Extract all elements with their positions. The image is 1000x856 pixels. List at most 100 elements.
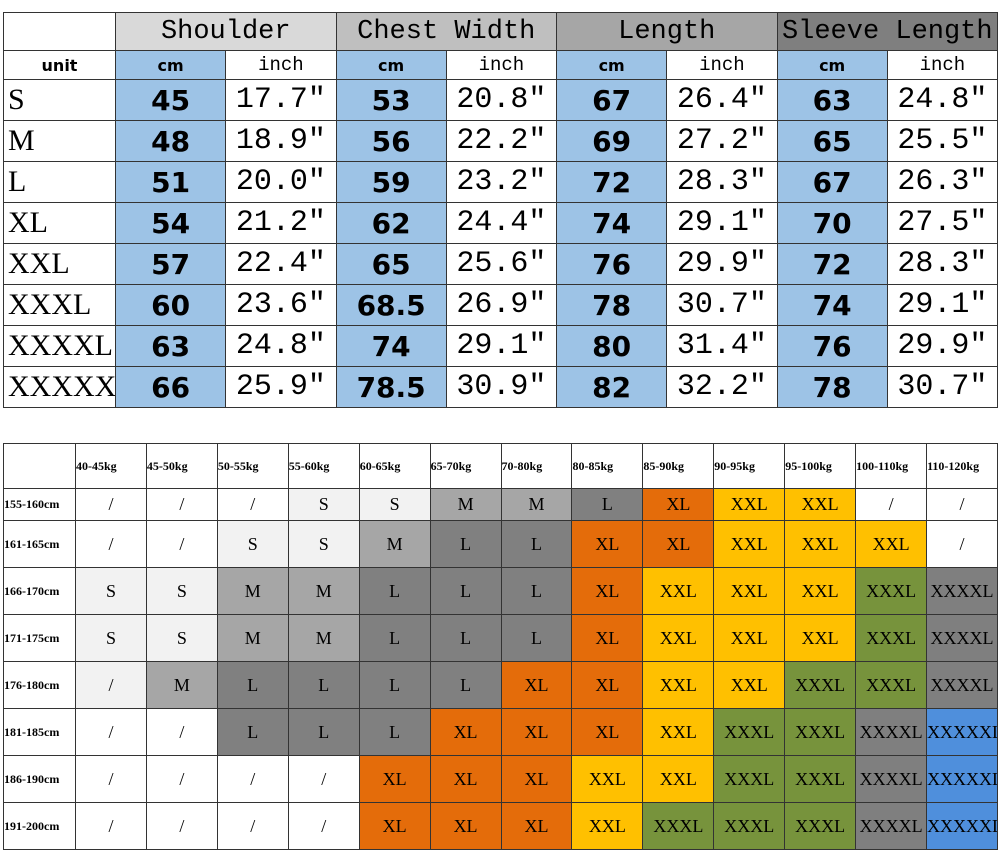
size-cell: / (75, 708, 147, 756)
size-cell: XXXL (642, 802, 715, 850)
size-cell: XXXL (855, 614, 928, 662)
size-cell: / (926, 488, 998, 521)
measure-inch: 17.7" (225, 79, 337, 121)
weight-header: 90-95kg (713, 443, 786, 489)
measure-inch: 18.9" (225, 120, 337, 162)
measure-cm: 66 (114, 366, 227, 408)
size-cell: L (429, 614, 502, 662)
column-header: Shoulder (115, 12, 337, 51)
measure-inch: 21.2" (225, 202, 337, 244)
size-cell: L (358, 708, 431, 756)
size-cell: XL (500, 802, 573, 850)
height-row: 171-175cm S S M M L L L XL XXL XXL XXL XXXL XXXXL (3, 614, 998, 662)
size-cell: XXXL (713, 755, 786, 803)
measure-cm: 56 (335, 120, 447, 162)
height-row: 155-160cm / / / S S M M L XL XXL XXL / / (3, 488, 998, 521)
measure-cm: 65 (776, 120, 888, 162)
size-cell: / (145, 802, 218, 850)
measure-inch: 30.7" (666, 284, 778, 326)
size-row: XXL 57 22.4" 65 25.6" 76 29.9" 72 28.3" (3, 243, 999, 285)
height-label: 161-165cm (3, 520, 76, 568)
size-cell: XXL (642, 661, 715, 709)
measure-inch: 29.9" (886, 325, 999, 367)
size-label: XL (3, 202, 116, 244)
size-cell: XXL (642, 567, 715, 615)
size-label: M (3, 120, 116, 162)
weight-header: 40-45kg (75, 443, 147, 489)
size-cell: M (287, 567, 360, 615)
measure-inch: 26.9" (445, 284, 558, 326)
size-cell: L (429, 567, 502, 615)
size-label: XXXXXL (3, 366, 116, 408)
size-cell: XXL (642, 755, 715, 803)
measure-cm: 68.5 (335, 284, 447, 326)
size-cell: XL (571, 520, 644, 568)
measure-inch: 25.6" (445, 243, 558, 285)
size-cell: XXXL (784, 802, 857, 850)
measure-cm: 48 (114, 120, 227, 162)
header-row: Shoulder Chest Width Length Sleeve Length (3, 12, 999, 51)
size-cell: XL (571, 661, 644, 709)
measure-inch: 29.9" (666, 243, 778, 285)
size-cell: XL (571, 708, 644, 756)
size-row: XXXL 60 23.6" 68.5 26.9" 78 30.7" 74 29.1" (3, 284, 999, 326)
size-cell: XXL (713, 567, 786, 615)
size-cell: S (145, 567, 218, 615)
size-cell: XXXXL (855, 802, 928, 850)
size-cell: M (287, 614, 360, 662)
weight-header: 50-55kg (216, 443, 289, 489)
size-cell: XXL (571, 802, 644, 850)
size-row: S 45 17.7" 53 20.8" 67 26.4" 63 24.8" (3, 79, 999, 121)
weight-header: 60-65kg (358, 443, 431, 489)
height-row: 181-185cm / / L L L XL XL XL XXL XXXL XXXL XXXXL XXXX… (3, 708, 998, 756)
measure-cm: 74 (335, 325, 447, 367)
size-cell: M (500, 488, 573, 521)
size-cell: XXL (784, 567, 857, 615)
measure-inch: 22.4" (225, 243, 337, 285)
measure-inch: 23.2" (445, 161, 558, 203)
measure-inch: 29.1" (666, 202, 778, 244)
size-cell: S (75, 567, 147, 615)
size-cell: / (75, 755, 147, 803)
weight-header-row: 40-45kg 45-50kg 50-55kg 55-60kg 60-65kg 65-70… (3, 443, 998, 489)
size-cell: / (75, 488, 147, 521)
weight-header: 70-80kg (500, 443, 573, 489)
size-cell: XXXL (784, 755, 857, 803)
size-cell: M (358, 520, 431, 568)
measure-cm: 78 (556, 284, 668, 326)
corner-cell (3, 443, 76, 489)
size-cell: XXL (713, 661, 786, 709)
size-cell: / (855, 488, 928, 521)
measure-cm: 72 (556, 161, 668, 203)
measure-cm: 53 (335, 79, 447, 121)
height-label: 191-200cm (3, 802, 76, 850)
size-cell: L (571, 488, 644, 521)
weight-header: 95-100kg (784, 443, 857, 489)
size-cell: XXXXXL (926, 802, 998, 850)
measure-cm: 82 (556, 366, 668, 408)
size-cell: L (358, 614, 431, 662)
unit-cm: cm (335, 50, 447, 80)
measure-cm: 70 (776, 202, 888, 244)
measure-inch: 20.8" (445, 79, 558, 121)
measure-inch: 26.3" (886, 161, 999, 203)
size-cell: XXXL (784, 661, 857, 709)
measure-cm: 67 (556, 79, 668, 121)
size-label: XXXXL (3, 325, 116, 367)
column-header: Sleeve Length (776, 12, 999, 51)
size-cell: XXXXL (855, 755, 928, 803)
measure-inch: 26.4" (666, 79, 778, 121)
size-cell: / (145, 708, 218, 756)
measure-inch: 27.5" (886, 202, 999, 244)
measure-cm: 63 (114, 325, 227, 367)
size-cell: M (145, 661, 218, 709)
size-cell: XL (429, 755, 502, 803)
measure-inch: 24.8" (225, 325, 337, 367)
unit-inch: inch (666, 50, 778, 80)
measure-cm: 78 (776, 366, 888, 408)
size-cell: / (216, 802, 289, 850)
size-cell: XXXL (784, 708, 857, 756)
size-cell: M (429, 488, 502, 521)
size-cell: XXXXXL (926, 708, 998, 756)
measure-cm: 78.5 (335, 366, 447, 408)
